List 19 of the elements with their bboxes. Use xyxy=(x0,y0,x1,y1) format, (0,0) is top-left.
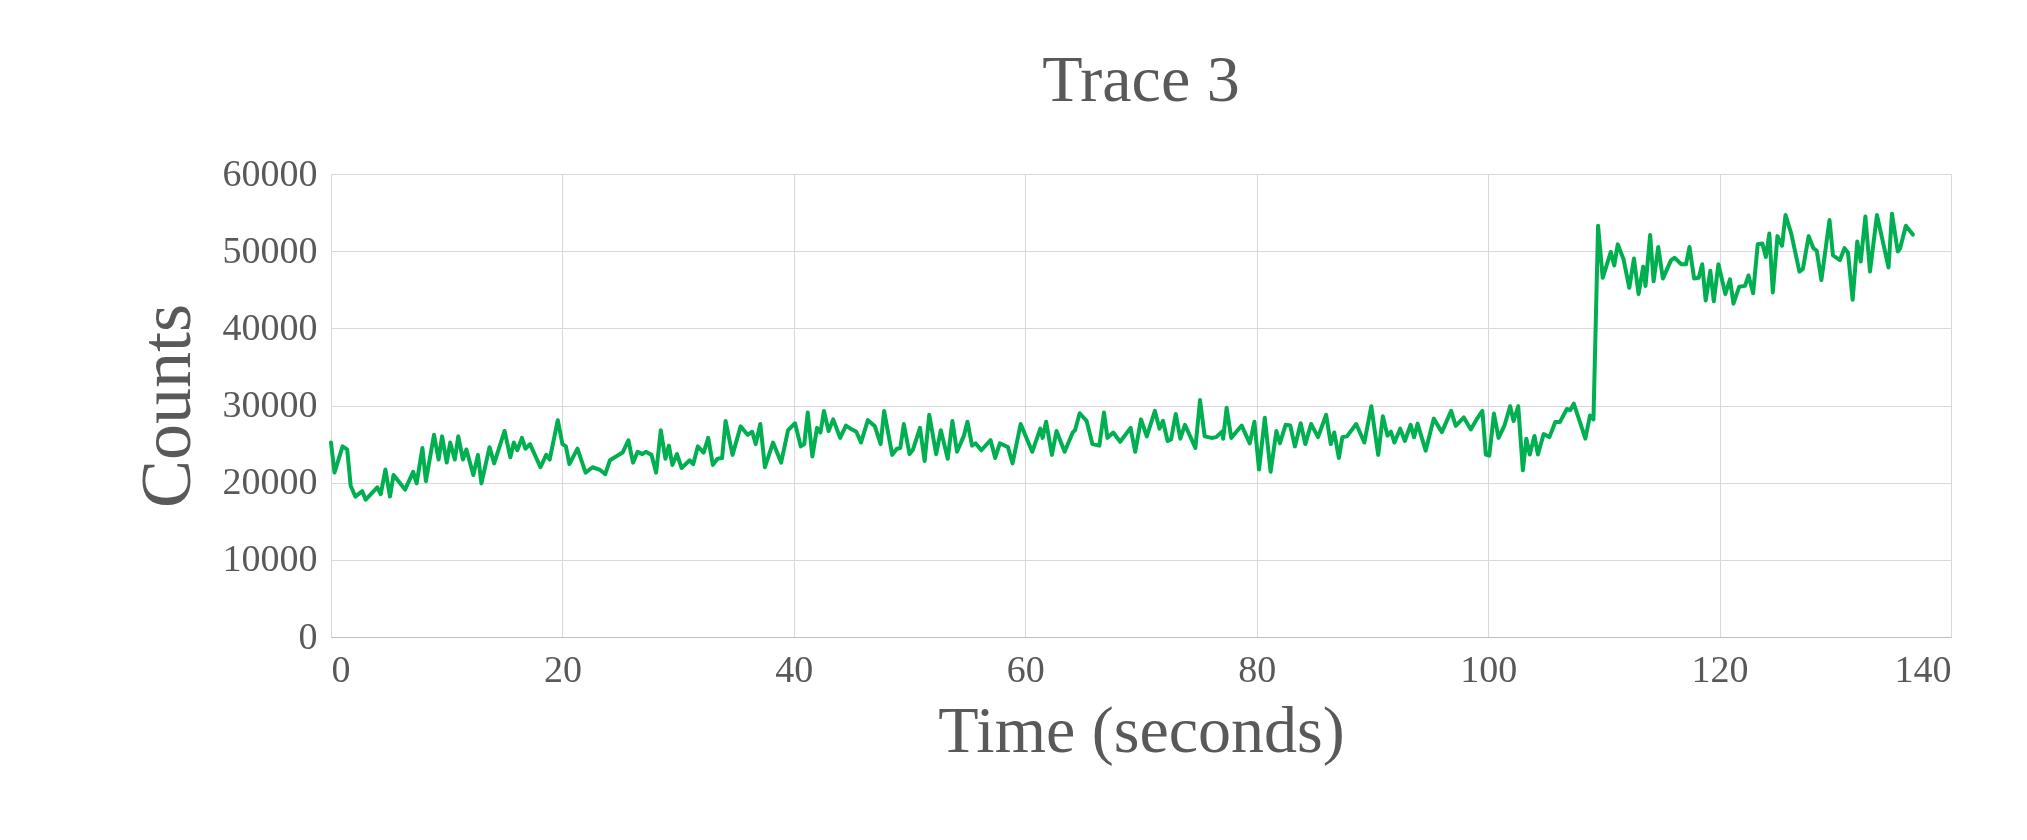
x-tick-label: 20 xyxy=(543,647,582,690)
y-tick-label: 60000 xyxy=(222,151,318,194)
y-tick-label: 20000 xyxy=(222,460,318,503)
x-tick-label: 120 xyxy=(1691,647,1749,690)
y-axis-title: Counts xyxy=(125,303,206,509)
x-tick-label: 100 xyxy=(1460,647,1518,690)
y-tick-label: 50000 xyxy=(222,228,318,271)
x-axis-title: Time (seconds) xyxy=(938,692,1345,767)
y-tick-label: 30000 xyxy=(222,383,318,425)
y-tick-label: 0 xyxy=(298,614,318,657)
line-series xyxy=(329,211,1915,502)
chart-title: Trace 3 xyxy=(1042,42,1240,115)
x-tick-label: 140 xyxy=(1894,647,1952,690)
y-tick-label: 10000 xyxy=(222,537,318,580)
x-tick-label: 60 xyxy=(1006,647,1045,690)
x-tick-label: 80 xyxy=(1238,647,1277,690)
y-tick-label: 40000 xyxy=(222,305,318,348)
x-tick-label: 40 xyxy=(775,647,814,690)
x-tick-label: 0 xyxy=(331,647,351,690)
